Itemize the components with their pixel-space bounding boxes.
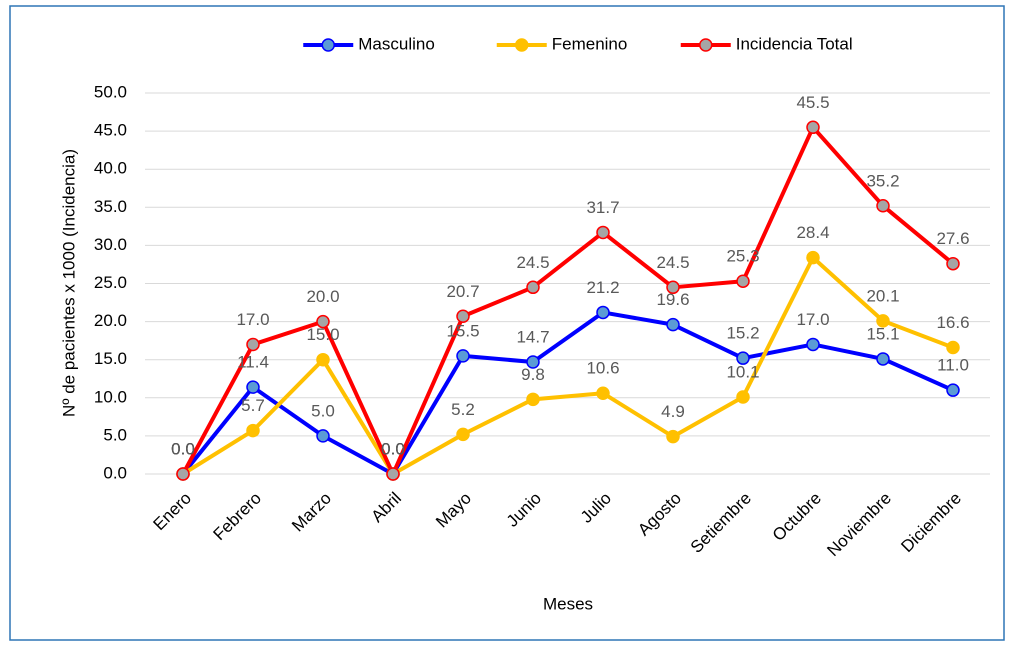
- marker: [806, 120, 820, 135]
- marker: [456, 309, 470, 324]
- data-label: 10.1: [726, 363, 759, 382]
- marker: [386, 467, 400, 481]
- data-label: 20.1: [866, 286, 899, 305]
- data-label: 21.2: [586, 278, 619, 297]
- marker: [946, 256, 960, 271]
- data-label: 0.0: [381, 439, 405, 458]
- marker: [596, 386, 610, 400]
- marker: [666, 429, 680, 444]
- data-label: 10.6: [586, 359, 619, 378]
- data-label: 5.2: [451, 400, 475, 419]
- frame: [9, 5, 1005, 641]
- marker: [876, 314, 890, 328]
- data-label: 15.2: [726, 324, 759, 343]
- data-label: 31.7: [586, 198, 619, 217]
- y-tick-label: 40.0: [94, 159, 127, 178]
- data-label: 5.0: [311, 401, 335, 420]
- marker: [246, 423, 260, 438]
- series-line: [181, 310, 954, 476]
- data-label: 11.0: [937, 356, 969, 375]
- y-tick-label: 10.0: [94, 387, 127, 406]
- marker: [456, 427, 470, 442]
- marker: [526, 392, 540, 407]
- data-label: 17.0: [236, 310, 269, 329]
- marker: [596, 305, 610, 320]
- marker: [666, 280, 680, 295]
- y-tick-label: 30.0: [94, 235, 127, 254]
- data-label: 0.0: [381, 439, 405, 458]
- marker: [316, 352, 330, 367]
- marker: [736, 390, 750, 404]
- data-label: 0.0: [171, 439, 195, 458]
- y-tick-label: 15.0: [94, 349, 127, 368]
- marker: [876, 199, 890, 213]
- data-label: 24.5: [656, 253, 689, 272]
- data-label: 20.7: [446, 282, 479, 301]
- data-label: 5.7: [241, 396, 265, 415]
- legend-marker: [321, 38, 335, 52]
- marker: [246, 380, 260, 394]
- y-tick-label: 50.0: [94, 82, 127, 101]
- legend-label: Femenino: [552, 34, 628, 53]
- data-label: 0.0: [171, 439, 195, 458]
- legend-marker: [699, 38, 713, 52]
- data-label: 15.1: [866, 324, 899, 343]
- data-label: 9.8: [521, 365, 545, 384]
- data-label: 0.0: [381, 439, 405, 458]
- data-label: 15.0: [306, 325, 339, 344]
- data-label: 45.5: [796, 93, 829, 112]
- marker: [876, 352, 890, 366]
- marker: [806, 337, 820, 352]
- y-tick-label: 25.0: [94, 273, 127, 292]
- data-label: 16.6: [936, 313, 969, 332]
- data-label: 24.5: [516, 253, 549, 272]
- y-tick-label: 20.0: [94, 311, 127, 330]
- data-label: 17.0: [796, 310, 829, 329]
- marker: [316, 429, 330, 443]
- data-label: 28.4: [796, 223, 829, 242]
- legend-label: Incidencia Total: [736, 34, 853, 53]
- y-tick-label: 0.0: [103, 463, 127, 482]
- data-label: 35.2: [866, 171, 899, 190]
- data-label: 15.5: [446, 321, 479, 340]
- data-label: 20.0: [306, 287, 339, 306]
- marker: [176, 467, 190, 481]
- series-line: [181, 125, 955, 476]
- y-axis-title: Nº de pacientes x 1000 (Incidencia): [59, 149, 78, 417]
- marker: [246, 337, 260, 352]
- marker: [316, 314, 330, 329]
- marker: [736, 274, 750, 288]
- marker: [806, 250, 820, 265]
- y-tick-label: 35.0: [94, 197, 127, 216]
- data-label: 14.7: [516, 327, 549, 346]
- marker: [596, 225, 610, 240]
- series-line: [181, 255, 954, 476]
- data-label: 0.0: [171, 439, 195, 458]
- marker: [526, 280, 540, 295]
- data-label: 11.4: [237, 353, 269, 372]
- marker: [736, 351, 750, 365]
- legend-marker: [515, 38, 529, 52]
- y-tick-label: 5.0: [103, 425, 127, 444]
- data-label: 25.3: [726, 247, 759, 266]
- x-axis-title: Meses: [543, 594, 593, 613]
- data-label: 4.9: [661, 402, 685, 421]
- data-label: 27.6: [936, 229, 969, 248]
- marker: [946, 340, 960, 355]
- y-tick-label: 45.0: [94, 121, 127, 140]
- marker: [666, 317, 680, 332]
- marker: [526, 355, 540, 369]
- data-label: 19.6: [656, 290, 689, 309]
- legend-label: Masculino: [358, 34, 435, 53]
- marker: [456, 349, 470, 363]
- marker: [946, 383, 960, 397]
